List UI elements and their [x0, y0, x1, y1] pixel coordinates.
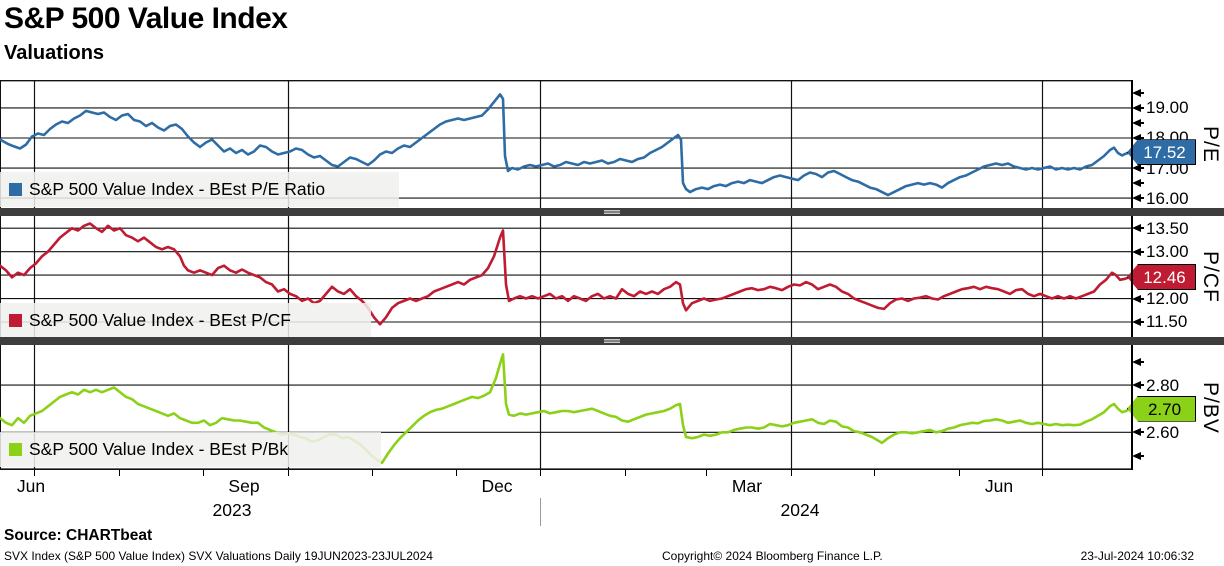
y-axis-tick-icon — [1138, 182, 1144, 185]
x-axis-tick-icon — [874, 470, 875, 476]
pcf-last-value-badge: 12.46 — [1127, 263, 1196, 290]
y-axis-tick-label: 11.50 — [1146, 312, 1188, 332]
pbv-series-line — [0, 353, 1131, 465]
y-axis-tick-icon — [1132, 88, 1141, 97]
x-axis-tick-icon — [625, 470, 626, 476]
y-axis-tick-label: 2.60 — [1146, 422, 1180, 442]
page-subtitle: Valuations — [4, 42, 105, 64]
y-axis-tick-icon — [1132, 294, 1141, 303]
pe-last-value-badge: 17.52 — [1127, 139, 1196, 166]
x-axis-month-label: Mar — [731, 476, 763, 496]
x-axis-year-label: 2023 — [212, 500, 252, 520]
y-axis-tick-icon — [1138, 297, 1144, 300]
x-axis-month-label: Sep — [228, 476, 260, 496]
y-axis-tick-label: 13.50 — [1146, 218, 1189, 238]
separator-drag-handle-icon[interactable] — [604, 339, 620, 343]
y-axis-tick-label: 19.00 — [1146, 98, 1189, 118]
pe-legend[interactable]: S&P 500 Value Index - BEst P/E Ratio — [0, 172, 399, 207]
pe-series-line — [0, 93, 1131, 197]
y-axis-tick-icon — [1132, 451, 1141, 460]
y-axis-tick-icon — [1138, 431, 1144, 434]
x-axis-tick-icon — [706, 470, 707, 476]
y-axis-tick-icon — [1138, 106, 1144, 109]
panel-separator-2 — [0, 337, 1224, 345]
x-axis-year-label: 2024 — [780, 500, 820, 520]
y-axis-tick-icon — [1132, 357, 1141, 366]
right-axis-spine — [1131, 80, 1133, 470]
y-axis-tick-icon — [1138, 197, 1144, 200]
pbv-axis-title: P/BV — [1199, 381, 1222, 434]
x-axis-tick-icon — [288, 470, 289, 476]
y-axis-tick-icon — [1132, 133, 1141, 142]
pbv-legend[interactable]: S&P 500 Value Index - BEst P/Bk — [0, 432, 381, 467]
y-axis-tick-icon — [1132, 103, 1141, 112]
y-axis-tick-icon — [1138, 227, 1144, 230]
x-axis-month-label: Dec — [481, 476, 513, 496]
y-axis-tick-icon — [1132, 224, 1141, 233]
y-axis-tick-icon — [1132, 179, 1141, 188]
y-axis-tick-icon — [1132, 381, 1141, 390]
y-axis-tick-icon — [1132, 164, 1141, 173]
x-axis-month-label: Jun — [984, 476, 1014, 496]
footer-copyright: Copyright© 2024 Bloomberg Finance L.P. — [662, 549, 883, 563]
pe-axis-title: P/E — [1199, 125, 1222, 163]
panel-separator-1 — [0, 208, 1224, 216]
panel-pcf — [0, 216, 1131, 337]
y-axis-tick-label: 12.00 — [1146, 289, 1189, 309]
y-axis-tick-icon — [1138, 360, 1144, 363]
pe-legend-label: S&P 500 Value Index - BEst P/E Ratio — [29, 179, 326, 199]
x-axis-tick-icon — [119, 470, 120, 476]
y-axis-tick-icon — [1138, 384, 1144, 387]
y-axis-tick-icon — [1132, 428, 1141, 437]
y-axis-tick-icon — [1132, 118, 1141, 127]
pcf-series-line — [0, 222, 1131, 326]
footer-description: SVX Index (S&P 500 Value Index) SVX Valu… — [4, 549, 433, 563]
y-axis-tick-icon — [1138, 250, 1144, 253]
year-divider-line — [540, 498, 541, 526]
pbv-legend-label: S&P 500 Value Index - BEst P/Bk — [29, 439, 289, 459]
footer-timestamp: 23-Jul-2024 10:06:32 — [1080, 549, 1194, 563]
x-axis-month-label: Jun — [16, 476, 46, 496]
page-title: S&P 500 Value Index — [4, 2, 288, 35]
y-axis-tick-icon — [1132, 194, 1141, 203]
x-axis-tick-icon — [959, 470, 960, 476]
pcf-axis-title: P/CF — [1199, 250, 1222, 303]
y-axis-tick-icon — [1132, 317, 1141, 326]
x-axis-tick-icon — [203, 470, 204, 476]
y-axis-tick-label: 13.00 — [1146, 242, 1189, 262]
source-label: Source: CHARTbeat — [4, 527, 153, 544]
panel-pe — [0, 80, 1131, 208]
x-axis-tick-icon — [1042, 470, 1043, 476]
y-axis-tick-icon — [1138, 320, 1144, 323]
x-axis-tick-icon — [791, 470, 792, 476]
pcf-legend[interactable]: S&P 500 Value Index - BEst P/CF — [0, 303, 371, 337]
pcf-legend-label: S&P 500 Value Index - BEst P/CF — [29, 309, 291, 330]
x-axis-tick-icon — [456, 470, 457, 476]
pbv-legend-swatch-icon — [9, 443, 22, 456]
y-axis-tick-label: 2.80 — [1146, 375, 1180, 395]
y-axis-tick-icon — [1138, 136, 1144, 139]
x-axis-tick-icon — [34, 470, 35, 476]
y-axis-tick-label: 16.00 — [1146, 188, 1189, 208]
pe-legend-swatch-icon — [9, 183, 22, 196]
x-axis-tick-icon — [372, 470, 373, 476]
y-axis-tick-icon — [1138, 91, 1144, 94]
x-axis-tick-icon — [540, 470, 541, 476]
separator-drag-handle-icon[interactable] — [604, 210, 620, 214]
y-axis-tick-icon — [1138, 454, 1144, 457]
pbv-last-value-badge: 2.70 — [1127, 395, 1196, 422]
y-axis-tick-icon — [1138, 167, 1144, 170]
y-axis-tick-icon — [1138, 121, 1144, 124]
y-axis-tick-icon — [1132, 247, 1141, 256]
pcf-legend-swatch-icon — [9, 313, 22, 327]
